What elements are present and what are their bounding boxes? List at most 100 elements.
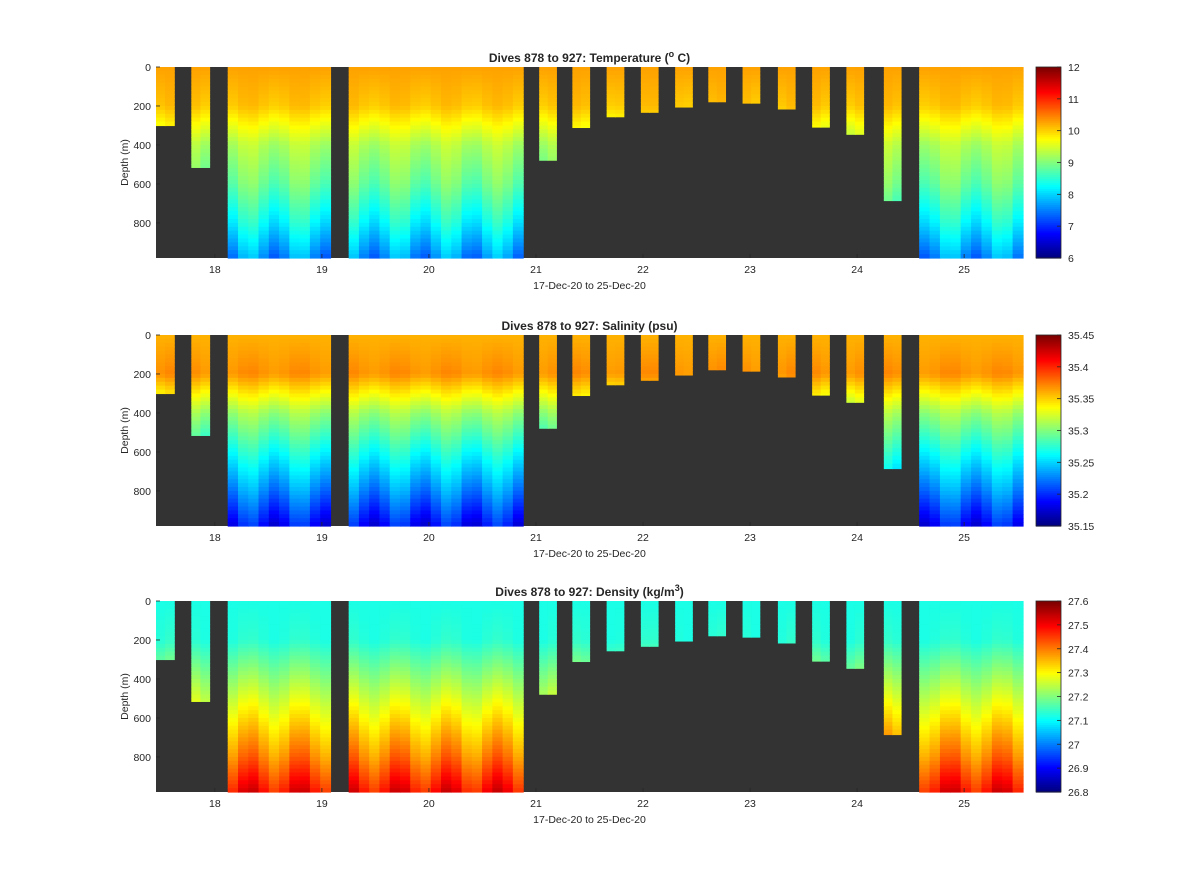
data-cell	[492, 487, 504, 492]
data-cell	[960, 522, 972, 527]
data-cell	[675, 70, 685, 76]
data-cell	[960, 514, 972, 519]
data-cell	[883, 444, 894, 449]
data-cell	[971, 448, 983, 453]
data-cell	[708, 70, 718, 76]
data-cell	[227, 354, 239, 359]
data-cell	[248, 234, 260, 240]
data-cell	[675, 373, 685, 376]
data-cell	[512, 487, 524, 492]
data-cell	[471, 211, 483, 216]
data-cell	[471, 518, 483, 523]
data-cell	[299, 487, 311, 492]
data-cell	[606, 358, 616, 363]
data-cell	[410, 373, 422, 379]
data-cell	[410, 370, 422, 375]
data-cell	[410, 354, 422, 359]
data-cell	[471, 137, 483, 142]
y-tick-label: 800	[133, 486, 151, 498]
data-cell	[929, 471, 941, 476]
data-cell	[1002, 226, 1014, 232]
data-cell	[410, 510, 422, 515]
data-cell	[981, 215, 993, 220]
data-cell	[410, 463, 422, 469]
data-cell	[348, 436, 360, 441]
data-cell	[981, 510, 993, 515]
data-cell	[191, 358, 202, 363]
data-cell	[227, 502, 239, 508]
data-cell	[389, 70, 401, 76]
data-cell	[482, 451, 493, 457]
data-cell	[461, 195, 473, 201]
data-cell	[348, 389, 360, 395]
colorbar-step	[1036, 494, 1061, 497]
data-cell	[420, 420, 432, 426]
data-cell	[929, 172, 941, 177]
data-cell	[971, 467, 983, 473]
data-cell	[854, 98, 865, 103]
data-cell	[950, 397, 962, 402]
data-cell	[441, 459, 452, 465]
data-cell	[268, 222, 280, 228]
data-cell	[358, 160, 370, 166]
data-cell	[156, 366, 166, 371]
data-cell	[191, 350, 202, 356]
data-cell	[227, 370, 239, 375]
data-cell	[1012, 397, 1024, 402]
data-cell	[248, 199, 260, 205]
data-cell	[268, 416, 280, 422]
data-cell	[258, 137, 270, 142]
data-cell	[971, 471, 983, 476]
data-cell	[991, 86, 1003, 91]
data-cell	[309, 416, 321, 422]
data-cell	[410, 187, 422, 193]
data-cell	[606, 74, 616, 80]
data-cell	[492, 522, 504, 527]
data-cell	[200, 639, 211, 645]
data-cell	[358, 459, 370, 465]
data-cell	[299, 129, 311, 134]
data-cell	[820, 346, 830, 352]
colorbar-step	[1036, 454, 1061, 457]
colorbar-step	[1036, 466, 1061, 469]
data-cell	[615, 105, 625, 111]
data-cell	[441, 389, 452, 395]
colorbar-step	[1036, 504, 1061, 507]
data-cell	[512, 144, 524, 150]
data-cell	[812, 125, 822, 128]
data-cell	[683, 102, 693, 107]
data-cell	[279, 397, 290, 402]
colorbar-step	[1036, 426, 1061, 430]
data-cell	[846, 102, 856, 107]
data-cell	[320, 475, 332, 480]
dive-profile	[991, 67, 1003, 259]
data-cell	[960, 440, 972, 445]
data-cell	[991, 459, 1003, 465]
colorbar-step	[1036, 186, 1061, 189]
dive-profile	[547, 67, 557, 161]
data-cell	[268, 428, 280, 434]
data-cell	[960, 102, 972, 107]
dive-profile	[502, 67, 514, 259]
data-cell	[482, 506, 493, 512]
data-cell	[348, 350, 360, 356]
data-cell	[461, 346, 473, 352]
data-cell	[883, 141, 894, 146]
data-cell	[471, 183, 483, 189]
data-cell	[379, 78, 391, 84]
data-cell	[580, 86, 591, 91]
data-cell	[410, 70, 422, 76]
data-cell	[482, 160, 493, 166]
data-cell	[358, 230, 370, 236]
data-cell	[482, 393, 493, 398]
dive-profile	[777, 67, 788, 110]
data-cell	[299, 370, 311, 375]
data-cell	[649, 373, 659, 379]
data-cell	[441, 226, 452, 232]
data-cell	[820, 389, 830, 395]
data-cell	[200, 105, 211, 111]
data-cell	[786, 82, 796, 88]
data-cell	[441, 455, 452, 461]
data-cell	[777, 74, 788, 80]
data-cell	[200, 117, 211, 123]
